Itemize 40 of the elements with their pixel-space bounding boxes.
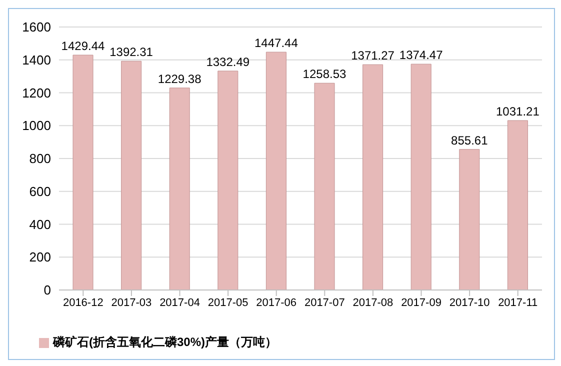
x-tick-label: 2016-12	[62, 296, 104, 309]
data-label: 1392.31	[110, 45, 154, 60]
x-tick-label: 2017-05	[208, 296, 248, 309]
data-label: 1258.53	[302, 67, 347, 82]
x-tick-label: 2017-03	[111, 296, 152, 309]
data-label: 1447.44	[254, 36, 298, 50]
bar	[314, 82, 335, 290]
legend-label: 磷矿石(折含五氧化二磷30%)产量（万吨）	[53, 335, 278, 349]
y-tick-label: 200	[29, 250, 51, 265]
bar	[218, 70, 238, 290]
y-tick-label: 0	[44, 282, 51, 298]
y-tick-label: 1000	[22, 118, 51, 134]
bar	[362, 64, 384, 290]
bar	[507, 120, 528, 290]
data-label: 1031.21	[496, 104, 540, 118]
x-tick-label: 2017-10	[449, 296, 490, 309]
data-label: 1371.27	[351, 48, 395, 63]
data-label: 1332.49	[206, 54, 250, 69]
x-tick-label: 2017-07	[304, 296, 345, 309]
y-tick-label: 1600	[22, 20, 51, 35]
x-tick-label: 2017-06	[256, 296, 297, 309]
data-label: 855.61	[451, 133, 488, 148]
y-tick-label: 600	[29, 184, 51, 199]
data-label: 1374.47	[399, 48, 444, 62]
data-label: 1429.44	[61, 39, 106, 54]
x-tick-label: 2017-08	[352, 296, 394, 309]
bar	[72, 54, 94, 290]
y-tick-label: 1200	[22, 85, 51, 100]
bar	[121, 60, 142, 290]
x-tick-label: 2017-11	[498, 296, 538, 309]
bar	[459, 149, 480, 290]
y-tick-label: 800	[29, 151, 51, 166]
y-tick-label: 1400	[22, 52, 51, 68]
y-tick-label: 400	[29, 216, 51, 232]
x-tick-label: 2017-04	[160, 296, 200, 309]
data-label: 1229.38	[158, 72, 202, 86]
bar	[410, 64, 432, 290]
x-tick-label: 2017-09	[401, 296, 442, 309]
bar	[266, 52, 286, 290]
bar	[169, 88, 190, 290]
